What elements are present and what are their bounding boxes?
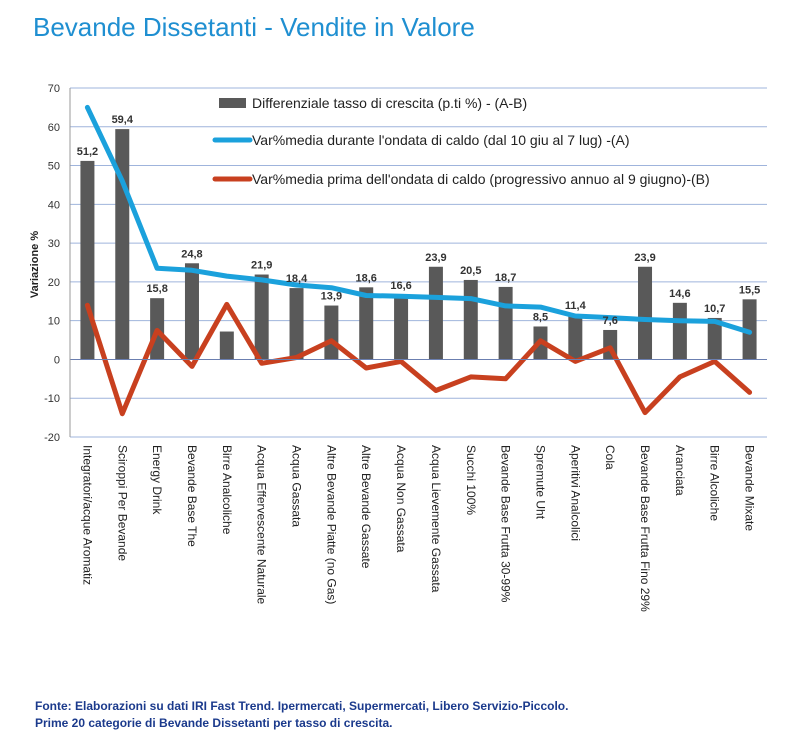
bar — [742, 299, 757, 360]
x-tick-label: Acqua Lievemente Gassata — [429, 445, 443, 593]
legend-during-entry: Var%media durante l'ondata di caldo (dal… — [252, 132, 630, 148]
bar-value-label: 7,6 — [603, 315, 618, 327]
bar-value-label: 8,5 — [533, 311, 548, 323]
x-tick-label: Acqua Non Gassata — [394, 445, 408, 553]
bar-series — [80, 129, 757, 360]
bar — [394, 295, 409, 360]
y-tick-label: 10 — [48, 316, 60, 328]
bar-value-label: 21,9 — [251, 260, 272, 272]
axes: 70 60 50 40 30 20 10 0 -10 -20 Variazione % Integra… — [29, 83, 767, 612]
bar-value-label: 18,7 — [495, 272, 516, 284]
bar-value-label: 51,2 — [77, 146, 98, 158]
bar-value-label: 18,4 — [286, 273, 308, 285]
bar — [254, 274, 269, 360]
bar — [568, 315, 583, 360]
legend: Differenziale tasso di crescita (p.ti %)… — [212, 95, 710, 187]
x-tick-label: Energy Drink — [150, 445, 164, 515]
x-tick-label: Aranciata — [673, 445, 687, 496]
bar-value-label: 23,9 — [425, 252, 446, 264]
x-tick-label: Acqua Effervescente Naturale — [255, 445, 269, 605]
bar — [324, 305, 339, 360]
source-note: Fonte: Elaborazioni su dati IRI Fast Tre… — [35, 699, 569, 713]
line-before-heatwave — [84, 301, 753, 417]
bar — [289, 288, 304, 360]
category-note: Prime 20 categorie di Bevande Dissetanti… — [35, 716, 393, 730]
x-tick-label: Acqua Gassata — [290, 445, 304, 527]
bar — [115, 129, 130, 360]
bar-value-label: 15,8 — [146, 283, 167, 295]
y-axis-title: Variazione % — [29, 231, 41, 298]
y-tick-label: 0 — [54, 354, 60, 366]
x-tick-label: Spremute Uht — [533, 445, 547, 520]
bar-value-label: 16,6 — [390, 280, 411, 292]
x-tick-label: Bevande Base Frutta 30-99% — [499, 445, 513, 603]
bar-value-label: 14,6 — [669, 288, 690, 300]
data-labels: 51,2 59,4 15,8 24,8 21,9 18,4 13,9 18,6 16,6 23,9… — [77, 114, 761, 327]
x-tick-label: Sciroppi Per Bevande — [115, 445, 129, 561]
bar-value-label: 11,4 — [565, 300, 587, 312]
legend-bar-swatch — [219, 98, 246, 108]
line-during-heatwave — [84, 104, 753, 335]
bar — [498, 286, 513, 360]
bar-value-label: 18,6 — [356, 272, 377, 284]
bar — [707, 317, 722, 360]
chart-title: Bevande Dissetanti - Vendite in Valore — [33, 12, 475, 42]
legend-bar-entry: Differenziale tasso di crescita (p.ti %)… — [252, 95, 527, 111]
y-tick-label: 20 — [48, 277, 60, 289]
x-tick-label: Bevande Base Frutta Fino 29% — [638, 445, 652, 612]
bar — [463, 279, 478, 360]
line-series — [84, 104, 753, 417]
x-tick-label: Bevande Base The — [185, 445, 199, 547]
y-tick-label: -10 — [44, 393, 60, 405]
legend-before-entry: Var%media prima dell'ondata di caldo (pr… — [252, 171, 710, 187]
x-tick-label: Altre Bevande Piatte (no Gas) — [324, 445, 338, 604]
bar — [638, 266, 653, 360]
bar — [672, 302, 687, 360]
bar-value-label: 15,5 — [739, 284, 760, 296]
y-tick-label: 40 — [48, 199, 60, 211]
bar-value-label: 20,5 — [460, 265, 481, 277]
bar — [184, 263, 199, 360]
x-tick-label: Succhi 100% — [464, 445, 478, 515]
chart-area: 51,2 59,4 15,8 24,8 21,9 18,4 13,9 18,6 16,6 23,9… — [29, 83, 767, 612]
y-tick-label: 30 — [48, 238, 60, 250]
y-tick-label: 50 — [48, 161, 60, 173]
bar-value-label: 24,8 — [181, 248, 202, 260]
x-tick-label: Birre Alcoliche — [708, 445, 722, 521]
x-tick-label: Aperitivi Analcolici — [568, 445, 582, 541]
bar — [359, 287, 374, 360]
bar-value-label: 59,4 — [112, 114, 134, 126]
bar — [80, 160, 95, 360]
y-tick-label: -20 — [44, 432, 60, 444]
bar-value-label: 23,9 — [634, 252, 655, 264]
bar — [428, 266, 443, 360]
x-tick-label: Altre Bevande Gassate — [359, 445, 373, 569]
bar-value-label: 13,9 — [321, 291, 342, 303]
bar-value-label: 10,7 — [704, 303, 725, 315]
x-tick-label: Integratori/acque Aromatiz — [80, 445, 94, 585]
x-tick-label: Bevande Mixate — [743, 445, 757, 531]
x-tick-label: Birre Analcoliche — [220, 445, 234, 535]
x-tick-label: Cola — [603, 445, 617, 470]
y-tick-label: 60 — [48, 122, 60, 134]
bar — [219, 331, 234, 360]
y-tick-label: 70 — [48, 83, 60, 95]
